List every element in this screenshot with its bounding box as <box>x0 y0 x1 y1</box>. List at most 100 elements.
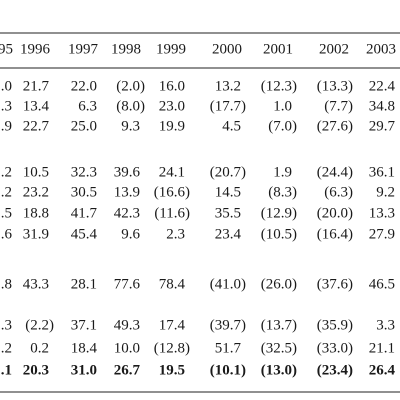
table-cell: 37.1 <box>71 317 97 333</box>
table-cell: 10.5 <box>23 164 49 180</box>
table-cell: (23.4) <box>317 362 353 378</box>
table-cell: (13.7) <box>261 317 297 333</box>
table-cell: 3.3 <box>376 317 395 333</box>
table-cell: 17.4 <box>159 317 186 333</box>
table-cell: (6.3) <box>324 184 353 200</box>
table-cell: .6 <box>1 226 13 242</box>
table-cell: (2.0) <box>116 78 145 94</box>
column-header: 2002 <box>319 41 349 57</box>
table-cell: 19.9 <box>159 118 185 134</box>
column-header: 1998 <box>111 41 141 57</box>
table-cell: 9.3 <box>121 118 140 134</box>
table-cell: (37.6) <box>317 276 353 292</box>
table-cell: .1 <box>1 362 12 378</box>
table-cell: 41.7 <box>71 205 98 221</box>
table-cell: 23.4 <box>215 226 242 242</box>
table-cell: 51.7 <box>215 340 242 356</box>
column-header: 2001 <box>263 41 293 57</box>
table-cell: 13.9 <box>114 184 140 200</box>
table-cell: .2 <box>1 340 12 356</box>
table-cell: .2 <box>1 164 12 180</box>
table-cell: (16.6) <box>154 184 190 200</box>
column-header: 1997 <box>68 41 99 57</box>
table-cell: 22.4 <box>369 78 396 94</box>
table-cell: 0.2 <box>30 340 49 356</box>
table-cell: (20.0) <box>317 205 353 221</box>
table-cell: (24.4) <box>317 164 353 180</box>
table-cell: .5 <box>1 205 12 221</box>
column-header: 1996 <box>20 41 51 57</box>
table-cell: 30.5 <box>71 184 97 200</box>
table-cell: (20.7) <box>210 164 246 180</box>
table-cell: (2.2) <box>25 317 54 333</box>
table-cell: 9.6 <box>121 226 140 242</box>
table-cell: 43.3 <box>23 276 49 292</box>
table-cell: 16.0 <box>159 78 185 94</box>
table-cell: (13.0) <box>261 362 297 378</box>
table-cell: 26.4 <box>369 362 396 378</box>
table-cell: 9.2 <box>376 184 395 200</box>
table-cell: (26.0) <box>261 276 297 292</box>
table-cell: 21.1 <box>369 340 395 356</box>
table-cell: (27.6) <box>317 118 353 134</box>
table-cell: (10.5) <box>261 226 297 242</box>
table-cell: 1.9 <box>273 164 292 180</box>
table-cell: (8.0) <box>116 98 145 114</box>
table-cell: 10.0 <box>114 340 140 356</box>
table-cell: (33.0) <box>317 340 353 356</box>
table-cell: 36.1 <box>369 164 395 180</box>
table-cell: .0 <box>1 78 12 94</box>
table-cell: .8 <box>1 276 12 292</box>
table-cell: 26.7 <box>114 362 141 378</box>
table-cell: (32.5) <box>261 340 297 356</box>
table-cell: 27.9 <box>369 226 395 242</box>
table-cell: 20.3 <box>23 362 49 378</box>
table-cell: (41.0) <box>210 276 246 292</box>
table-cell: .3 <box>1 98 12 114</box>
table-cell: 22.7 <box>23 118 50 134</box>
table-cell: 49.3 <box>114 317 140 333</box>
table-cell: (8.3) <box>268 184 297 200</box>
table-cell: 78.4 <box>159 276 186 292</box>
table-cell: 23.0 <box>159 98 185 114</box>
table-cell: 13.4 <box>23 98 50 114</box>
table-cell: (35.9) <box>317 317 353 333</box>
table-cell: (10.1) <box>210 362 246 378</box>
table-cell: 21.7 <box>23 78 50 94</box>
table-cell: 29.7 <box>369 118 396 134</box>
table-cell: 18.8 <box>23 205 49 221</box>
table-cell: 6.3 <box>78 98 97 114</box>
table-cell: (39.7) <box>210 317 246 333</box>
table-cell: (12.8) <box>154 340 190 356</box>
table-cell: (17.7) <box>210 98 246 114</box>
table-cell: (12.3) <box>261 78 297 94</box>
column-header: 95 <box>0 41 13 57</box>
table-cell: 1.0 <box>273 98 292 114</box>
table-cell: 13.2 <box>215 78 241 94</box>
table-cell: 25.0 <box>71 118 97 134</box>
table-cell: 24.1 <box>159 164 185 180</box>
table-cell: 77.6 <box>114 276 141 292</box>
table-cell: 35.5 <box>215 205 241 221</box>
table-cell: 13.3 <box>369 205 395 221</box>
column-header: 2003 <box>366 41 396 57</box>
table-cell: .2 <box>1 184 12 200</box>
table-cell: 22.0 <box>71 78 97 94</box>
table-cell: 28.1 <box>71 276 97 292</box>
column-header: 2000 <box>212 41 242 57</box>
table-cell: 42.3 <box>114 205 140 221</box>
table-cell: 31.9 <box>23 226 49 242</box>
table-cell: 19.5 <box>159 362 185 378</box>
table-cell: 34.8 <box>369 98 395 114</box>
table-cell: (11.6) <box>154 205 190 221</box>
table-cell: 32.3 <box>71 164 97 180</box>
table-cell: .3 <box>1 317 12 333</box>
table-cell: 4.5 <box>222 118 241 134</box>
table-cell: 23.2 <box>23 184 49 200</box>
table-cell: (13.3) <box>317 78 353 94</box>
table-cell: 2.3 <box>166 226 185 242</box>
table-cell: 18.4 <box>71 340 98 356</box>
table-cell: 46.5 <box>369 276 395 292</box>
